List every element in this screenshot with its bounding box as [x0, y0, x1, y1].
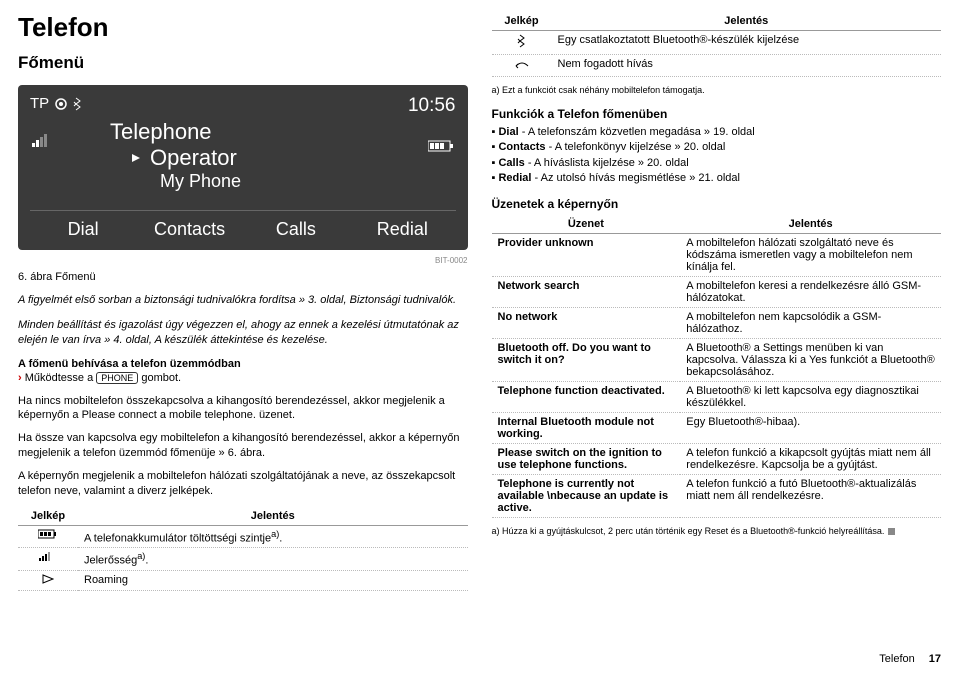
end-square-icon [888, 528, 895, 535]
table-row: Telephone function deactivated.A Bluetoo… [492, 381, 942, 412]
page-footer: Telefon17 [879, 653, 941, 665]
triangle-icon [42, 574, 54, 584]
circle-icon [55, 98, 67, 110]
section-messages: Üzenetek a képernyőn [492, 197, 942, 211]
symbol-table-1: JelképJelentés A telefonakkumulátor tölt… [18, 507, 468, 591]
para-4: Ha nincs mobiltelefon összekapcsolva a k… [18, 394, 468, 424]
para-1: A figyelmét első sorban a biztonsági tud… [18, 293, 468, 308]
play-icon [130, 152, 142, 164]
t3-h1: Üzenet [492, 215, 681, 234]
operator-label: Operator [150, 145, 237, 171]
table-row: Jelerősséga). [18, 548, 468, 571]
dial-button: Dial [30, 219, 136, 240]
table-row: Please switch on the ignition to use tel… [492, 443, 942, 474]
contacts-button: Contacts [136, 219, 242, 240]
para-3-title: A főmenü behívása a telefon üzemmódban [18, 358, 468, 370]
table-row: Provider unknownA mobiltelefon hálózati … [492, 233, 942, 276]
missed-call-icon [514, 58, 530, 70]
table-row: Egy csatlakoztatott Bluetooth®-készülék … [492, 31, 942, 55]
bit-code: BIT-0002 [18, 256, 468, 265]
battery-icon [38, 529, 58, 539]
symbol-table-2: JelképJelentés Egy csatlakoztatott Bluet… [492, 12, 942, 77]
table-row: Nem fogadott hívás [492, 55, 942, 77]
table-row: Bluetooth off. Do you want to switch it … [492, 338, 942, 381]
footnote-2: a) Húzza ki a gyújtáskulcsot, 2 perc utá… [492, 526, 942, 536]
t2-h1: Jelkép [492, 12, 552, 31]
para-3-item: Működtesse a PHONE gombot. [18, 372, 468, 384]
table-row: Roaming [18, 570, 468, 590]
list-item: Contacts - A telefonkönyv kijelzése » 20… [492, 140, 942, 155]
para-2: Minden beállítást és igazolást úgy végez… [18, 318, 468, 348]
bluetooth-icon [73, 97, 83, 111]
message-table: ÜzenetJelentés Provider unknownA mobilte… [492, 215, 942, 518]
t3-h2: Jelentés [680, 215, 941, 234]
table-row: No networkA mobiltelefon nem kapcsolódik… [492, 307, 942, 338]
t1-h2: Jelentés [78, 507, 468, 526]
time-label: 10:56 [408, 95, 456, 117]
myphone-label: My Phone [160, 171, 456, 192]
page-title: Telefon [18, 12, 468, 43]
list-item: Dial - A telefonszám közvetlen megadása … [492, 125, 942, 140]
telephone-label: Telephone [110, 119, 456, 145]
para-5: Ha össze van kapcsolva egy mobiltelefon … [18, 431, 468, 461]
t2-h2: Jelentés [552, 12, 942, 31]
figure-caption: 6. ábra Főmenü [18, 271, 468, 283]
signal-icon [32, 133, 54, 147]
function-list: Dial - A telefonszám közvetlen megadása … [492, 125, 942, 187]
table-row: Network searchA mobiltelefon keresi a re… [492, 276, 942, 307]
t1-h1: Jelkép [18, 507, 78, 526]
list-item: Redial - Az utolsó hívás megismétlése » … [492, 171, 942, 186]
phone-screenshot: TP 10:56 Telephone Operator My Phone Dia… [18, 85, 468, 250]
table-row: Telephone is currently not available \nb… [492, 474, 942, 517]
para-6: A képernyőn megjelenik a mobiltelefon há… [18, 469, 468, 499]
bluetooth-icon [517, 34, 527, 48]
table-row: Internal Bluetooth module not working.Eg… [492, 412, 942, 443]
footnote-1: a) Ezt a funkciót csak néhány mobiltelef… [492, 85, 942, 95]
table-row: A telefonakkumulátor töltöttségi szintje… [18, 525, 468, 548]
tp-label: TP [30, 95, 49, 112]
section-functions: Funkciók a Telefon főmenüben [492, 107, 942, 121]
phone-key: PHONE [96, 372, 138, 384]
calls-button: Calls [243, 219, 349, 240]
list-item: Calls - A híváslista kijelzése » 20. old… [492, 156, 942, 171]
signal-icon [39, 551, 57, 561]
redial-button: Redial [349, 219, 455, 240]
section-subtitle: Főmenü [18, 53, 468, 73]
battery-icon [428, 139, 454, 153]
